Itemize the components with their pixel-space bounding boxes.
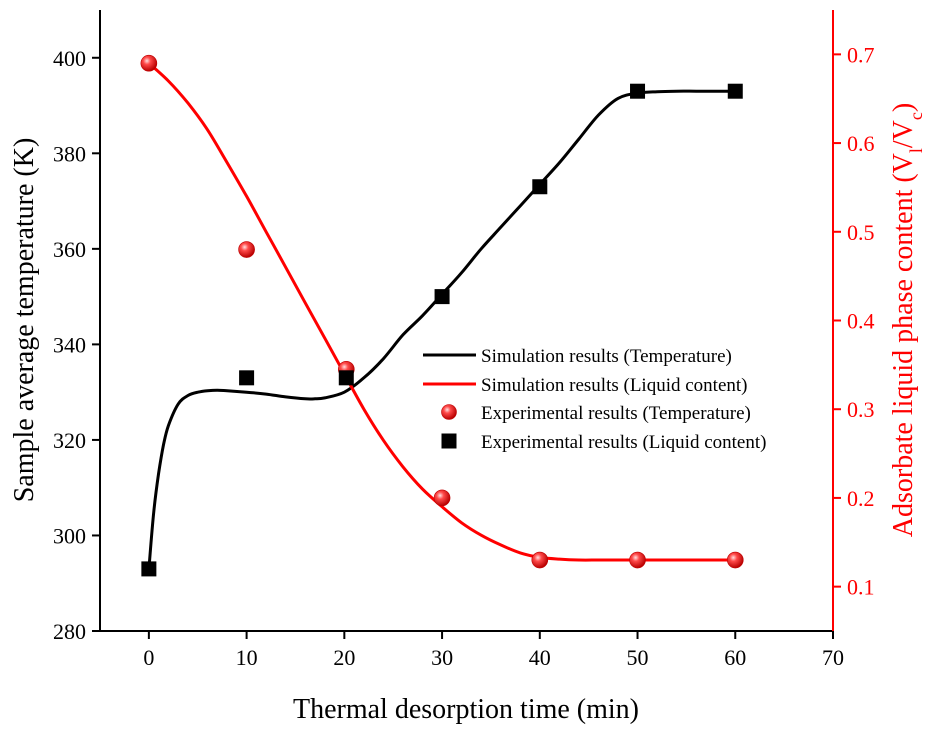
right-y-axis-title-mid: /V (888, 120, 919, 148)
x-tick-label: 30 (431, 645, 453, 670)
x-tick-label: 40 (529, 645, 551, 670)
experimental-temperature-point (531, 551, 549, 569)
x-tick-label: 60 (724, 645, 746, 670)
right-y-axis-title-sub2: c (906, 112, 926, 120)
experimental-liquid-point (239, 370, 255, 386)
right-y-tick-label: 0.7 (847, 42, 875, 67)
experimental-temperature-point (433, 489, 451, 507)
experimental-temperature-point (140, 54, 158, 72)
experimental-temperature-point (238, 241, 255, 258)
right-y-tick-label: 0.3 (847, 397, 875, 422)
legend-symbol-circle (441, 404, 457, 420)
right-y-tick-label: 0.6 (847, 131, 875, 156)
x-tick-label: 0 (143, 645, 154, 670)
experimental-liquid-point (434, 289, 450, 305)
x-tick-label: 10 (236, 645, 258, 670)
experimental-temperature-point (629, 551, 646, 569)
right-y-axis-title-sub1: l (906, 148, 926, 153)
right-y-tick-label: 0.2 (847, 486, 875, 511)
right-y-tick-label: 0.4 (847, 309, 875, 334)
right-y-axis-title: Adsorbate liquid phase content (Vl/Vc) (888, 103, 926, 537)
experimental-liquid-point (141, 561, 157, 577)
legend: Simulation results (Temperature) Simulat… (423, 346, 766, 453)
right-y-tick-label: 0.1 (847, 575, 875, 600)
experimental-liquid-point (532, 179, 548, 195)
x-tick-label: 50 (627, 645, 649, 670)
legend-label-simulation-liquid: Simulation results (Liquid content) (481, 375, 748, 396)
experimental-liquid-point (338, 370, 354, 386)
left-y-axis-title: Sample average temperature (K) (9, 138, 40, 503)
experimental-temperature-point (726, 551, 744, 569)
left-y-tick-label: 320 (53, 428, 86, 453)
left-y-tick-label: 340 (53, 332, 86, 357)
temperature-simulation-line (147, 89, 736, 570)
axes-group (99, 10, 834, 632)
x-tick-label: 70 (822, 645, 844, 670)
experimental-liquid-point (727, 83, 743, 99)
legend-label-experimental-temperature: Experimental results (Temperature) (481, 403, 751, 424)
legend-symbol-square (441, 433, 457, 449)
right-y-axis-title-prefix: Adsorbate liquid phase content (V (888, 153, 919, 537)
left-y-tick-label: 300 (53, 523, 86, 548)
left-y-tick-label: 380 (53, 141, 86, 166)
ticks-group: 0 10 20 30 40 50 60 70 280 300 320 340 360 380 400 0.1 0… (53, 42, 875, 670)
experimental-liquid-point (630, 83, 646, 99)
liquid-simulation-line (147, 62, 736, 562)
right-y-tick-label: 0.5 (847, 220, 875, 245)
legend-label-experimental-liquid: Experimental results (Liquid content) (481, 432, 766, 453)
left-y-tick-label: 360 (53, 237, 86, 262)
x-tick-label: 20 (333, 645, 355, 670)
left-y-tick-label: 400 (53, 46, 86, 71)
left-y-tick-label: 280 (53, 619, 86, 644)
legend-label-simulation-temperature: Simulation results (Temperature) (481, 346, 732, 367)
right-y-axis-title-suffix: ) (888, 103, 919, 112)
plot-area (140, 54, 744, 577)
x-axis-title: Thermal desorption time (min) (293, 694, 639, 725)
